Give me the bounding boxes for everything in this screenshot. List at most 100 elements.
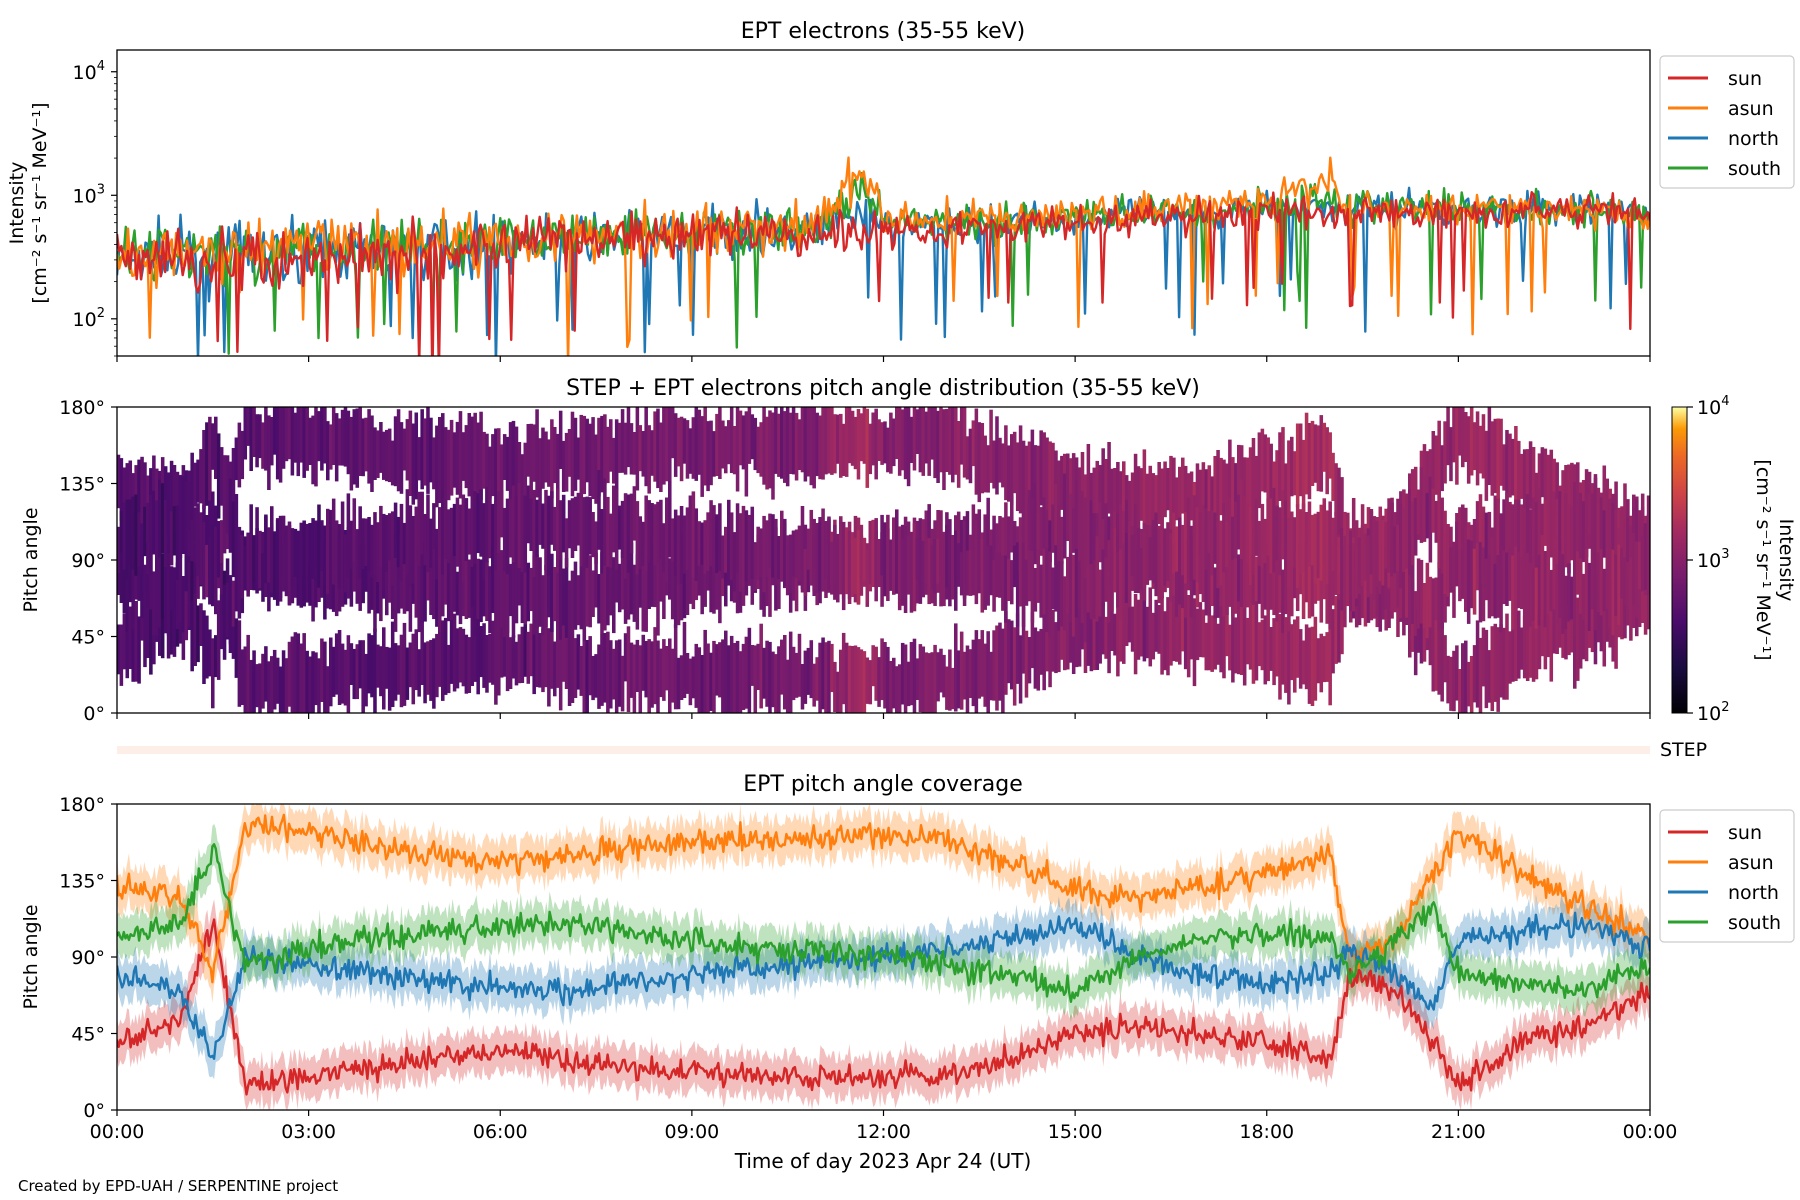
heatmap-cell — [788, 534, 793, 593]
heatmap-cell — [553, 567, 557, 622]
colorbar-tick-label: 102 — [1697, 700, 1729, 725]
heatmap-cell — [915, 658, 920, 700]
heatmap-cell — [1083, 578, 1088, 643]
heatmap-cell — [582, 497, 587, 569]
heatmap-cell — [738, 513, 743, 592]
heatmap-cell — [1089, 564, 1094, 620]
heatmap-cell — [1254, 499, 1259, 556]
heatmap-cell — [311, 415, 315, 485]
heatmap-cell — [800, 664, 805, 710]
heatmap-cell — [193, 593, 197, 666]
heatmap-cell — [1095, 536, 1100, 622]
heatmap-cell — [455, 421, 460, 495]
heatmap-cell — [965, 645, 970, 713]
heatmap-cell — [1086, 499, 1091, 570]
heatmap-cell — [405, 647, 410, 700]
heatmap-cell — [841, 423, 846, 476]
heatmap-cell — [1175, 526, 1179, 572]
heatmap-cell — [1160, 516, 1164, 598]
heatmap-cell — [1446, 524, 1450, 597]
heatmap-cell — [564, 518, 569, 568]
heatmap-cell — [1133, 594, 1138, 675]
heatmap-cell — [196, 605, 200, 663]
heatmap-cell — [839, 516, 843, 587]
heatmap-cell — [1169, 598, 1173, 666]
heatmap-cell — [1508, 501, 1512, 575]
heatmap-cell — [741, 643, 746, 710]
heatmap-cell — [859, 649, 864, 713]
heatmap-cell — [511, 561, 516, 638]
heatmap-cell — [382, 627, 386, 710]
colorbar-label-line2: [cm⁻² s⁻¹ sr⁻¹ MeV⁻¹] — [1752, 459, 1774, 660]
heatmap-cell — [1045, 548, 1049, 632]
heatmap-cell — [1493, 563, 1498, 619]
heatmap-cell — [933, 539, 937, 594]
heatmap-cell — [396, 409, 401, 492]
heatmap-cell — [1231, 457, 1235, 518]
heatmap-cell — [1643, 564, 1648, 635]
heatmap-cell — [1363, 533, 1368, 581]
heatmap-cell — [729, 407, 734, 473]
heatmap-cell — [476, 493, 480, 554]
heatmap-cell — [502, 623, 507, 677]
heatmap-cell — [158, 546, 162, 628]
heatmap-cell — [759, 528, 763, 578]
heatmap-cell — [1496, 555, 1500, 618]
heatmap-cell — [1590, 578, 1595, 653]
heatmap-cell — [735, 503, 740, 573]
heatmap-cell — [473, 412, 477, 491]
heatmap-cell — [355, 547, 360, 604]
heatmap-cell — [877, 657, 881, 707]
heatmap-cell — [812, 407, 816, 489]
heatmap-cell — [1077, 588, 1082, 667]
heatmap-cell — [724, 550, 728, 607]
heatmap-cell — [1319, 633, 1324, 693]
heatmap-cell — [868, 520, 873, 585]
heatmap-cell — [1487, 407, 1492, 485]
heatmap-cell — [1351, 543, 1356, 612]
heatmap-cell — [482, 503, 486, 581]
heatmap-cell — [1620, 574, 1624, 640]
heatmap-cell — [1142, 449, 1147, 535]
heatmap-cell — [1581, 501, 1586, 563]
heatmap-cell — [1001, 517, 1005, 587]
heatmap-cell — [1074, 588, 1079, 668]
heatmap-cell — [1643, 523, 1648, 590]
heatmap-cell — [467, 637, 472, 693]
heatmap-cell — [438, 507, 442, 558]
heatmap-cell — [349, 416, 354, 491]
heatmap-cell — [1018, 635, 1023, 704]
heatmap-cell — [676, 657, 681, 710]
heatmap-cell — [1269, 498, 1273, 574]
heatmap-cell — [747, 407, 752, 464]
heatmap-cell — [573, 638, 578, 698]
heatmap-cell — [467, 508, 472, 555]
heatmap-cell — [1083, 497, 1088, 583]
heatmap-cell — [1431, 627, 1436, 692]
heatmap-cell — [1413, 603, 1418, 676]
heatmap-cell — [1458, 507, 1462, 575]
heatmap-cell — [125, 499, 130, 580]
heatmap-cell — [208, 494, 212, 579]
heatmap-cell — [387, 513, 392, 561]
heatmap-cell — [1449, 547, 1453, 593]
heatmap-cell — [839, 413, 843, 478]
heatmap-cell — [1416, 558, 1421, 629]
heatmap-cell — [252, 407, 256, 457]
heatmap-cell — [1045, 510, 1049, 574]
heatmap-cell — [912, 407, 917, 471]
heatmap-cell — [1101, 549, 1105, 606]
legend-label-south: south — [1728, 158, 1781, 180]
heatmap-cell — [998, 552, 1002, 598]
heatmap-cell — [1375, 521, 1380, 587]
heatmap-cell — [1198, 512, 1203, 554]
heatmap-cell — [1239, 479, 1244, 560]
heatmap-cell — [1213, 612, 1217, 670]
heatmap-cell — [367, 517, 371, 572]
heatmap-cell — [517, 634, 522, 684]
heatmap-cell — [1275, 546, 1279, 622]
heatmap-cell — [526, 562, 531, 622]
heatmap-cell — [1387, 498, 1391, 573]
heatmap-cell — [140, 523, 144, 570]
heatmap-cell — [1060, 561, 1064, 627]
